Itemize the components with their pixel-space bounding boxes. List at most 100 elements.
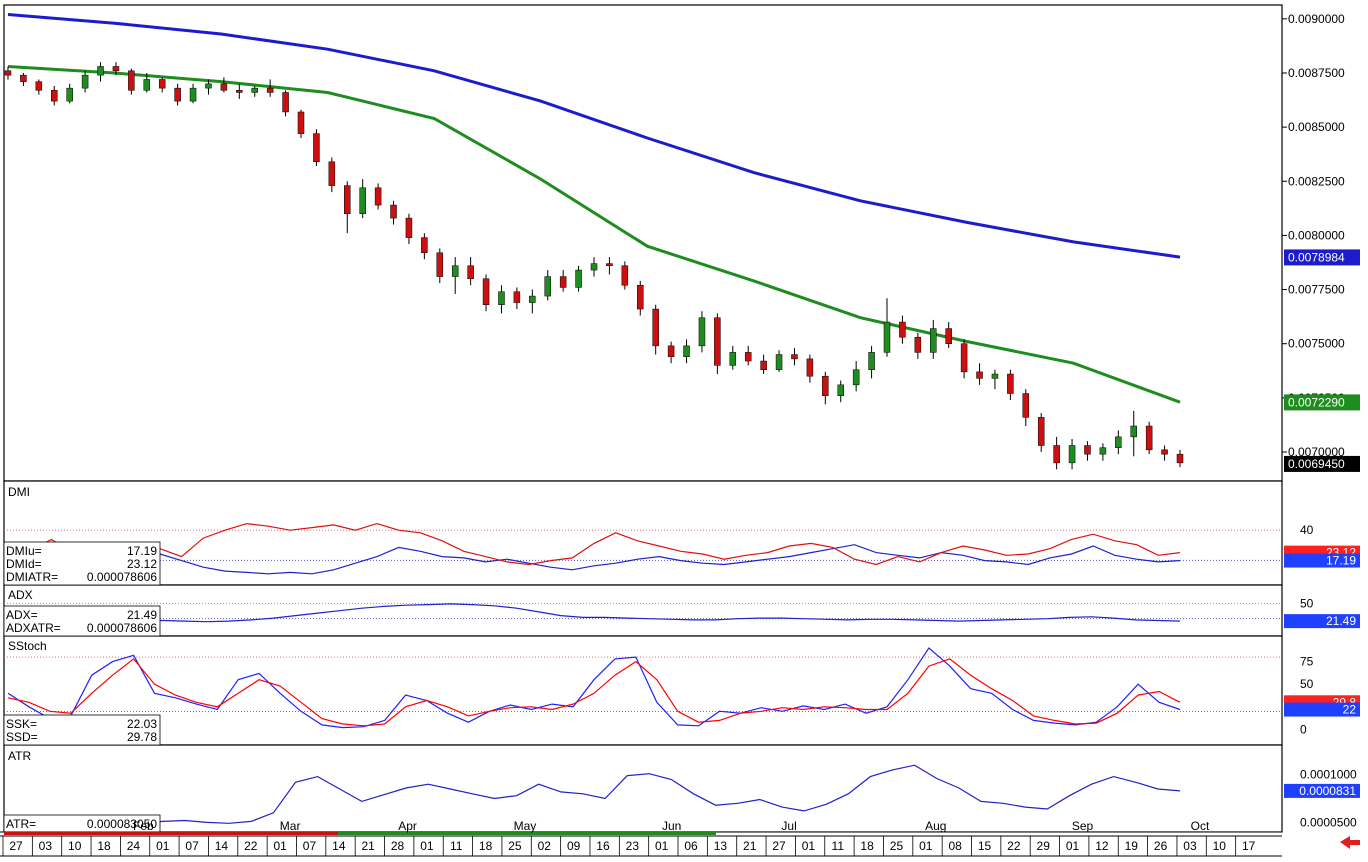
dmi-readout-label: DMId= bbox=[6, 557, 42, 571]
adx-readout-value: 21.49 bbox=[127, 608, 157, 622]
candle-body bbox=[714, 317, 721, 366]
candle-body bbox=[744, 352, 752, 362]
candle-body bbox=[467, 265, 474, 279]
candle-body bbox=[81, 74, 89, 89]
date-label-day: 08 bbox=[948, 839, 962, 853]
sstoch-ssd-line bbox=[7, 658, 1181, 727]
candle-body bbox=[421, 237, 428, 253]
date-label-day: 12 bbox=[1095, 839, 1109, 853]
sstoch-tick-label: 50 bbox=[1300, 677, 1314, 691]
date-label-day: 06 bbox=[684, 839, 698, 853]
date-label-day: 21 bbox=[362, 839, 376, 853]
date-label-day: 26 bbox=[1154, 839, 1168, 853]
dmi-panel bbox=[3, 480, 1283, 586]
date-label-day: 25 bbox=[508, 839, 522, 853]
atr-readout-value: 0.000083050 bbox=[87, 817, 157, 831]
candle-body bbox=[852, 369, 860, 386]
atr-tick-label: 0.0001000 bbox=[1300, 768, 1357, 782]
moving-average-line-1 bbox=[7, 13, 1181, 259]
date-label-day: 01 bbox=[156, 839, 170, 853]
candle-body bbox=[143, 79, 151, 91]
range-strip-red bbox=[4, 832, 338, 835]
date-label-month: Apr bbox=[398, 819, 417, 833]
price-tick-label: 0.0085000 bbox=[1288, 120, 1345, 134]
candle-body bbox=[806, 358, 814, 377]
candle-body bbox=[66, 87, 73, 102]
candle-body bbox=[482, 278, 490, 305]
date-label-day: 29 bbox=[1037, 839, 1051, 853]
date-label-day: 22 bbox=[244, 839, 258, 853]
candle-body bbox=[683, 345, 690, 357]
candle-body bbox=[606, 263, 613, 266]
candle-body bbox=[729, 352, 737, 366]
candle-body bbox=[297, 111, 305, 134]
close-price-badge bbox=[1284, 455, 1360, 472]
date-label-day: 21 bbox=[743, 839, 757, 853]
sstoch-title: SStoch bbox=[8, 639, 47, 653]
candle-body bbox=[529, 295, 536, 303]
dmi-value-badge-text: 17.19 bbox=[1326, 554, 1356, 568]
candle-body bbox=[1115, 436, 1122, 448]
date-label-day: 19 bbox=[1125, 839, 1139, 853]
candle-body bbox=[930, 328, 937, 353]
candle-body bbox=[822, 375, 829, 396]
date-label-day: 03 bbox=[1183, 839, 1197, 853]
red-left-arrow-icon[interactable] bbox=[1340, 836, 1360, 849]
date-label-day: 07 bbox=[185, 839, 199, 853]
candle-body bbox=[1099, 447, 1107, 455]
ma-short-badge-text: 0.0072290 bbox=[1288, 395, 1345, 409]
date-label-day: 18 bbox=[97, 839, 111, 853]
range-strip-green bbox=[338, 832, 716, 835]
candle-body bbox=[498, 291, 505, 305]
candle-body bbox=[960, 343, 968, 373]
atr-readout-label: ATR= bbox=[6, 817, 36, 831]
candle-body bbox=[35, 81, 43, 91]
candle-body bbox=[158, 79, 166, 89]
candle-body bbox=[513, 291, 521, 303]
candle-body bbox=[359, 187, 366, 215]
dmi-readout-label: DMIATR= bbox=[6, 570, 58, 584]
dmi-readout-box bbox=[3, 541, 161, 586]
candle-body bbox=[1022, 393, 1030, 418]
candle-body bbox=[344, 185, 351, 215]
candle-body bbox=[220, 83, 228, 91]
date-label-month: Aug bbox=[925, 819, 946, 833]
dmi-readout-value: 0.000078606 bbox=[87, 570, 157, 584]
atr-value-badge bbox=[1284, 783, 1360, 798]
date-label-day: 11 bbox=[832, 839, 845, 853]
date-label-month: Jun bbox=[662, 819, 681, 833]
date-label-day: 18 bbox=[479, 839, 493, 853]
sstoch-readout-value: 22.03 bbox=[127, 717, 157, 731]
date-label-month: Feb bbox=[133, 819, 154, 833]
candle-body bbox=[1084, 445, 1091, 455]
candle-body bbox=[868, 352, 875, 370]
candle-body bbox=[621, 265, 629, 286]
price-tick-label: 0.0077500 bbox=[1288, 283, 1345, 297]
atr-tick-label: 0.0000500 bbox=[1300, 815, 1357, 829]
date-label-month: Mar bbox=[280, 819, 301, 833]
date-label-month: Jul bbox=[781, 819, 796, 833]
candle-body bbox=[189, 87, 197, 102]
dmi-value-badge bbox=[1284, 553, 1360, 568]
candle-body bbox=[20, 74, 27, 82]
candle-body bbox=[174, 87, 181, 102]
candle-body bbox=[405, 217, 413, 238]
candle-body bbox=[128, 70, 135, 91]
price-tick-label: 0.0070000 bbox=[1288, 445, 1345, 459]
candle-body bbox=[590, 263, 598, 271]
date-label-day: 01 bbox=[273, 839, 287, 853]
dmi-readout-value: 23.12 bbox=[127, 557, 157, 571]
date-label-day: 02 bbox=[538, 839, 552, 853]
adx-value-badge-text: 21.49 bbox=[1326, 614, 1356, 628]
date-label-day: 01 bbox=[420, 839, 434, 853]
adx-panel bbox=[3, 584, 1283, 637]
adx-tick-label: 50 bbox=[1300, 596, 1314, 610]
candle-body bbox=[236, 90, 243, 93]
date-label-day: 10 bbox=[68, 839, 82, 853]
atr-title: ATR bbox=[8, 749, 31, 763]
candle-body bbox=[1130, 425, 1137, 438]
candle-body bbox=[945, 328, 952, 344]
adx-readout-label: ADX= bbox=[6, 608, 38, 622]
candle-body bbox=[4, 70, 12, 76]
